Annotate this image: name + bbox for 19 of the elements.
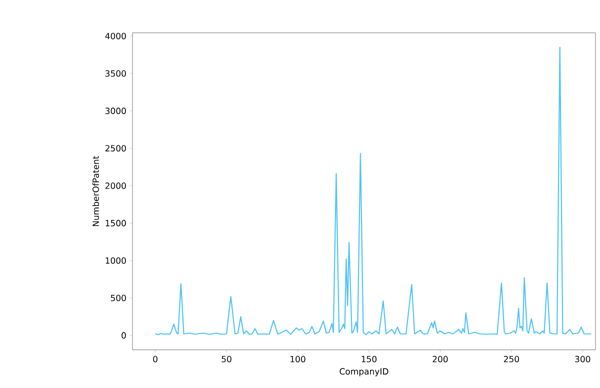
y-tick-label: 1500: [106, 220, 126, 226]
x-tick-label: 200: [432, 356, 448, 362]
x-tick-label: 50: [222, 356, 232, 362]
x-tick-label: 250: [504, 356, 519, 362]
y-tick-label: 4000: [105, 32, 126, 40]
x-tick-label: 100: [290, 356, 306, 362]
y-tick-label: 2000: [105, 182, 126, 189]
y-tick-label: 1000: [106, 257, 126, 264]
x-tick-label: 0: [153, 356, 158, 362]
x-tick-label: 300: [575, 356, 590, 362]
line-series: [154, 46, 592, 336]
x-tick-label: 150: [362, 356, 377, 362]
y-tick-label: 500: [110, 294, 126, 302]
y-tick-label: 0: [122, 332, 126, 339]
x-axis-title: CompanyID: [340, 368, 388, 376]
y-tick-label: 3500: [105, 70, 126, 77]
y-tick-label: 2500: [105, 145, 126, 152]
y-axis-title: NumberOfPatent: [92, 156, 99, 226]
y-tick-label: 3000: [105, 108, 126, 114]
